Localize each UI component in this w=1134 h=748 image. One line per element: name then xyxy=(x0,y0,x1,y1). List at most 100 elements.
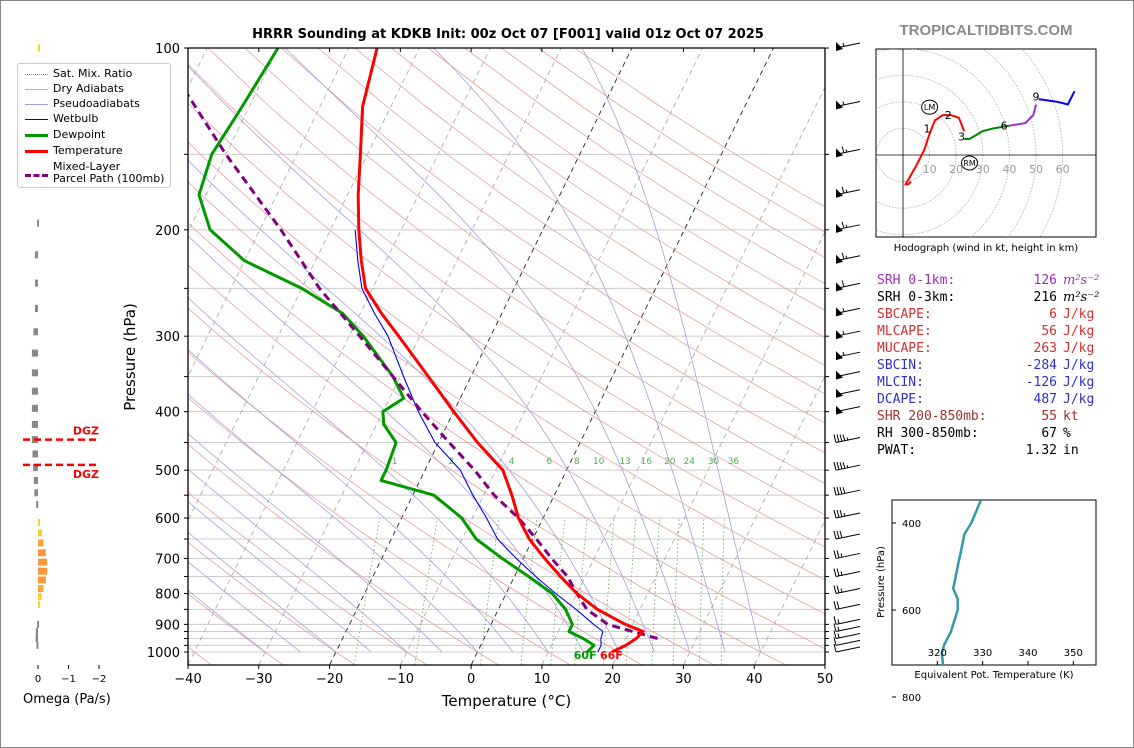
pseudoadiabat-line xyxy=(188,561,301,653)
barb-full xyxy=(841,252,845,260)
theta-e-y-tick-label: 600 xyxy=(902,606,921,617)
sounding-parameters: SRH 0-1km: 126 m²s⁻² SRH 0-3km: 216 m²s⁻² SBCA… xyxy=(877,272,1099,459)
wind-barb xyxy=(835,221,861,233)
pseudoadiabat-line xyxy=(188,501,372,653)
stat-value: -126 xyxy=(1025,375,1057,390)
omega-tick-label: −2 xyxy=(92,674,107,685)
theta-e-y-tick-label: 800 xyxy=(902,693,921,704)
stat-unit: in xyxy=(1063,443,1079,458)
omega-bar xyxy=(38,567,48,575)
storm-motion-label: RM xyxy=(963,159,976,168)
isotherm-line xyxy=(470,48,774,665)
barb-full xyxy=(836,462,840,470)
stat-value: 55 xyxy=(1041,409,1057,424)
dry-adiabat-line xyxy=(188,102,825,548)
barb-pennant xyxy=(836,370,843,380)
omega-bar xyxy=(31,349,38,357)
barb-full xyxy=(842,434,846,441)
x-tick-label: 20 xyxy=(604,672,621,687)
wind-barb xyxy=(833,530,861,540)
hodograph-frame xyxy=(875,48,1097,238)
wind-barb xyxy=(835,330,861,340)
stat-label: SBCAPE: xyxy=(877,307,932,322)
wind-barb xyxy=(833,601,861,610)
mix-ratio-line xyxy=(626,517,637,665)
wind-barb xyxy=(835,252,861,264)
stat-unit: kt xyxy=(1063,409,1079,424)
dgz-label: DGZ xyxy=(73,468,99,481)
theta-e-y-label: Pressure (hPa) xyxy=(876,546,887,618)
barb-half xyxy=(842,352,845,356)
y-tick-label: 200 xyxy=(155,224,180,239)
wind-barb xyxy=(833,630,861,640)
mix-ratio-line xyxy=(651,517,660,665)
stat-label: MLCAPE: xyxy=(877,324,932,339)
barb-full xyxy=(836,585,840,593)
hodograph-ring-label: 10 xyxy=(923,163,937,176)
wind-barb xyxy=(835,307,861,317)
wind-barb xyxy=(833,434,861,444)
wetbulb-line xyxy=(354,229,604,653)
omega-bar xyxy=(32,450,38,458)
barb-full xyxy=(833,434,837,443)
barb-full xyxy=(841,221,845,229)
wind-barb xyxy=(835,186,861,198)
wind-barb xyxy=(833,643,861,653)
dry-adiabat-line xyxy=(391,48,825,339)
mix-ratio-label: 4 xyxy=(509,457,515,467)
x-tick-label: 30 xyxy=(675,672,692,687)
hodograph-ring-label: 40 xyxy=(1002,163,1016,176)
mix-ratio-label: 2 xyxy=(448,457,454,467)
mix-ratio-line xyxy=(574,517,588,665)
barb-half xyxy=(846,437,849,441)
x-tick-label: 10 xyxy=(534,672,551,687)
mix-ratio-label: 36 xyxy=(728,457,740,467)
hodograph-segment xyxy=(1009,104,1037,127)
dry-adiabat-line xyxy=(427,48,825,311)
x-tick-label: −30 xyxy=(245,672,272,687)
omega-bar xyxy=(31,369,38,377)
wind-barb xyxy=(833,616,861,625)
barb-full xyxy=(833,630,837,639)
omega-bar xyxy=(34,489,38,497)
omega-bar xyxy=(31,420,38,428)
hodograph-height-label: 6 xyxy=(1001,120,1008,133)
omega-bar xyxy=(34,279,38,287)
barb-half xyxy=(842,331,845,335)
stat-unit: J/kg xyxy=(1063,324,1095,339)
omega-bar xyxy=(38,585,44,593)
barb-full xyxy=(833,462,837,471)
barb-pennant xyxy=(836,148,843,158)
barb-full xyxy=(836,601,840,609)
barb-shaft xyxy=(835,626,861,633)
stat-unit: m²s⁻² xyxy=(1063,290,1100,305)
dry-adiabat-line xyxy=(354,48,825,366)
theta-e-x-label: Equivalent Pot. Temperature (K) xyxy=(914,670,1073,681)
stat-label: DCAPE: xyxy=(877,392,924,407)
skewt-axes: −40 −30 −20 −10 0 10 20 30 40 50 100 200 300 400 500 60… xyxy=(121,42,833,710)
isotherm-line xyxy=(188,48,350,377)
barb-full xyxy=(833,487,837,496)
barb-pennant xyxy=(836,330,843,340)
mix-ratio-label: 20 xyxy=(664,457,676,467)
omega-bar xyxy=(33,328,38,336)
wind-barb xyxy=(833,509,861,519)
hodograph-ring-label: 60 xyxy=(1056,163,1070,176)
barb-half xyxy=(837,633,840,639)
wind-barb xyxy=(833,637,861,646)
omega-bar xyxy=(38,44,40,52)
dry-adiabat-line xyxy=(207,48,825,484)
legend-item-parcel-path: Mixed-Layer Parcel Path (100mb) xyxy=(18,160,168,188)
barb-full xyxy=(839,530,843,538)
omega-bar xyxy=(35,628,38,636)
barb-pennant xyxy=(836,351,843,361)
pseudoadiabat-line xyxy=(581,48,761,653)
stat-unit: J/kg xyxy=(1063,375,1095,390)
barb-half xyxy=(845,189,848,193)
mix-ratio-line xyxy=(480,517,500,665)
omega-bar xyxy=(36,501,39,509)
stat-label: SBCIN: xyxy=(877,358,924,373)
omega-bar xyxy=(38,576,46,584)
theta-e-line xyxy=(940,500,983,665)
